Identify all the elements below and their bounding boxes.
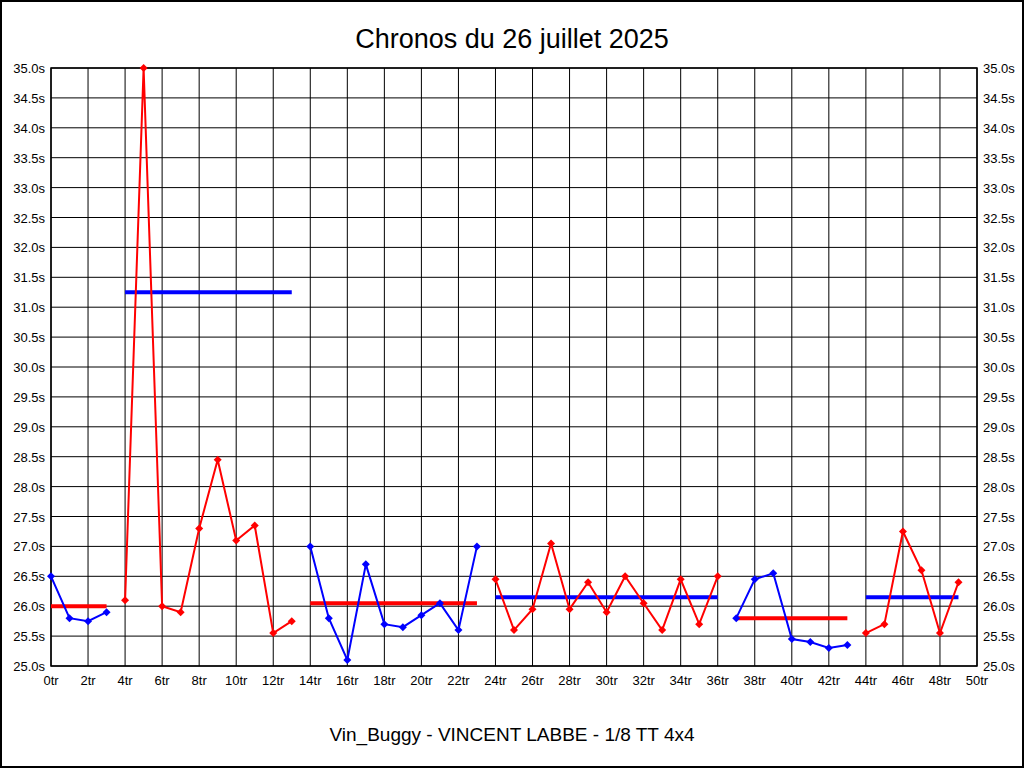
red-laps-point (917, 566, 925, 574)
blue-laps-point (362, 560, 370, 568)
x-axis-tick-label: 18tr (373, 673, 396, 688)
blue-laps-point (806, 638, 814, 646)
x-axis-tick-label: 26tr (521, 673, 544, 688)
y-axis-tick-label-right: 34.5s (983, 91, 1015, 106)
red-laps-point (695, 620, 703, 628)
y-axis-tick-label-left: 26.5s (13, 569, 45, 584)
y-axis-tick-label-right: 34.0s (983, 121, 1015, 136)
y-axis-tick-label-left: 34.5s (13, 91, 45, 106)
y-axis-tick-label-left: 32.5s (13, 211, 45, 226)
blue-laps-point (47, 572, 55, 580)
y-axis-tick-label-left: 27.0s (13, 539, 45, 554)
y-axis-tick-label-right: 33.5s (983, 151, 1015, 166)
red-laps-line (125, 68, 292, 633)
y-axis-tick-label-left: 27.5s (13, 510, 45, 525)
x-axis-tick-label: 2tr (80, 673, 96, 688)
blue-laps-point (325, 614, 333, 622)
blue-laps-point (843, 641, 851, 649)
blue-laps-point (84, 617, 92, 625)
x-axis-tick-label: 46tr (892, 673, 915, 688)
blue-laps-line (51, 576, 107, 621)
x-axis-tick-label: 0tr (43, 673, 59, 688)
y-axis-tick-label-left: 28.5s (13, 450, 45, 465)
x-axis-tick-label: 24tr (484, 673, 507, 688)
y-axis-tick-label-left: 31.0s (13, 300, 45, 315)
x-axis-tick-label: 44tr (855, 673, 878, 688)
x-axis-tick-label: 36tr (707, 673, 730, 688)
x-axis-tick-label: 50tr (966, 673, 989, 688)
y-axis-tick-label-right: 26.0s (983, 599, 1015, 614)
y-axis-tick-label-right: 32.5s (983, 211, 1015, 226)
y-axis-tick-label-right: 31.0s (983, 300, 1015, 315)
blue-laps-point (343, 656, 351, 664)
x-axis-tick-label: 4tr (117, 673, 133, 688)
y-axis-tick-label-left: 26.0s (13, 599, 45, 614)
red-laps-point (195, 524, 203, 532)
chart-page: Chronos du 26 juillet 2025 25.0s25.0s25.… (0, 0, 1024, 768)
y-axis-tick-label-left: 29.0s (13, 420, 45, 435)
red-laps-point (899, 527, 907, 535)
x-axis-tick-label: 20tr (410, 673, 433, 688)
y-axis-tick-label-right: 28.5s (983, 450, 1015, 465)
x-axis-tick-label: 14tr (299, 673, 322, 688)
x-axis-tick-label: 30tr (595, 673, 618, 688)
y-axis-tick-label-left: 25.0s (13, 659, 45, 674)
y-axis-tick-label-right: 26.5s (983, 569, 1015, 584)
chart-subtitle: Vin_Buggy - VINCENT LABBE - 1/8 TT 4x4 (2, 724, 1022, 746)
x-axis-tick-label: 12tr (262, 673, 285, 688)
y-axis-tick-label-right: 25.0s (983, 659, 1015, 674)
blue-laps-point (473, 542, 481, 550)
y-axis-tick-label-right: 32.0s (983, 240, 1015, 255)
x-axis-tick-label: 6tr (155, 673, 171, 688)
red-laps-point (177, 608, 185, 616)
x-axis-tick-label: 22tr (447, 673, 470, 688)
blue-laps-point (825, 644, 833, 652)
y-axis-tick-label-right: 27.5s (983, 510, 1015, 525)
y-axis-tick-label-left: 34.0s (13, 121, 45, 136)
red-laps-point (954, 578, 962, 586)
blue-laps-point (66, 614, 74, 622)
x-axis-tick-label: 40tr (781, 673, 804, 688)
y-axis-tick-label-right: 29.0s (983, 420, 1015, 435)
y-axis-tick-label-right: 28.0s (983, 480, 1015, 495)
x-axis-tick-label: 16tr (336, 673, 359, 688)
y-axis-tick-label-right: 30.5s (983, 330, 1015, 345)
y-axis-tick-label-right: 35.0s (983, 61, 1015, 76)
x-axis-tick-label: 8tr (192, 673, 208, 688)
blue-laps-point (306, 542, 314, 550)
red-laps-point (714, 572, 722, 580)
y-axis-tick-label-left: 30.5s (13, 330, 45, 345)
y-axis-tick-label-right: 30.0s (983, 360, 1015, 375)
y-axis-tick-label-right: 33.0s (983, 181, 1015, 196)
y-axis-tick-label-left: 33.5s (13, 151, 45, 166)
blue-laps-point (103, 608, 111, 616)
x-axis-tick-label: 38tr (744, 673, 767, 688)
red-laps-point (880, 620, 888, 628)
y-axis-tick-label-right: 27.0s (983, 539, 1015, 554)
blue-laps-point (732, 614, 740, 622)
y-axis-tick-label-left: 30.0s (13, 360, 45, 375)
y-axis-tick-label-left: 29.5s (13, 390, 45, 405)
x-axis-tick-label: 28tr (558, 673, 581, 688)
red-laps-point (140, 64, 148, 72)
y-axis-tick-label-left: 32.0s (13, 240, 45, 255)
y-axis-tick-label-left: 31.5s (13, 270, 45, 285)
x-axis-tick-label: 10tr (225, 673, 248, 688)
y-axis-tick-label-left: 33.0s (13, 181, 45, 196)
y-axis-tick-label-right: 29.5s (983, 390, 1015, 405)
x-axis-tick-label: 42tr (818, 673, 841, 688)
x-axis-tick-label: 34tr (669, 673, 692, 688)
red-laps-point (121, 596, 129, 604)
y-axis-tick-label-left: 35.0s (13, 61, 45, 76)
y-axis-tick-label-left: 28.0s (13, 480, 45, 495)
y-axis-tick-label-left: 25.5s (13, 629, 45, 644)
red-laps-point (158, 602, 166, 610)
x-axis-tick-label: 32tr (632, 673, 655, 688)
blue-laps-point (380, 620, 388, 628)
x-axis-tick-label: 48tr (929, 673, 952, 688)
plot-area: 25.0s 25.0s 25.5s 25.5s 26.0s 26.0s 26.5s 26.5s… (2, 2, 1024, 768)
y-axis-tick-label-right: 25.5s (983, 629, 1015, 644)
y-axis-tick-label-right: 31.5s (983, 270, 1015, 285)
